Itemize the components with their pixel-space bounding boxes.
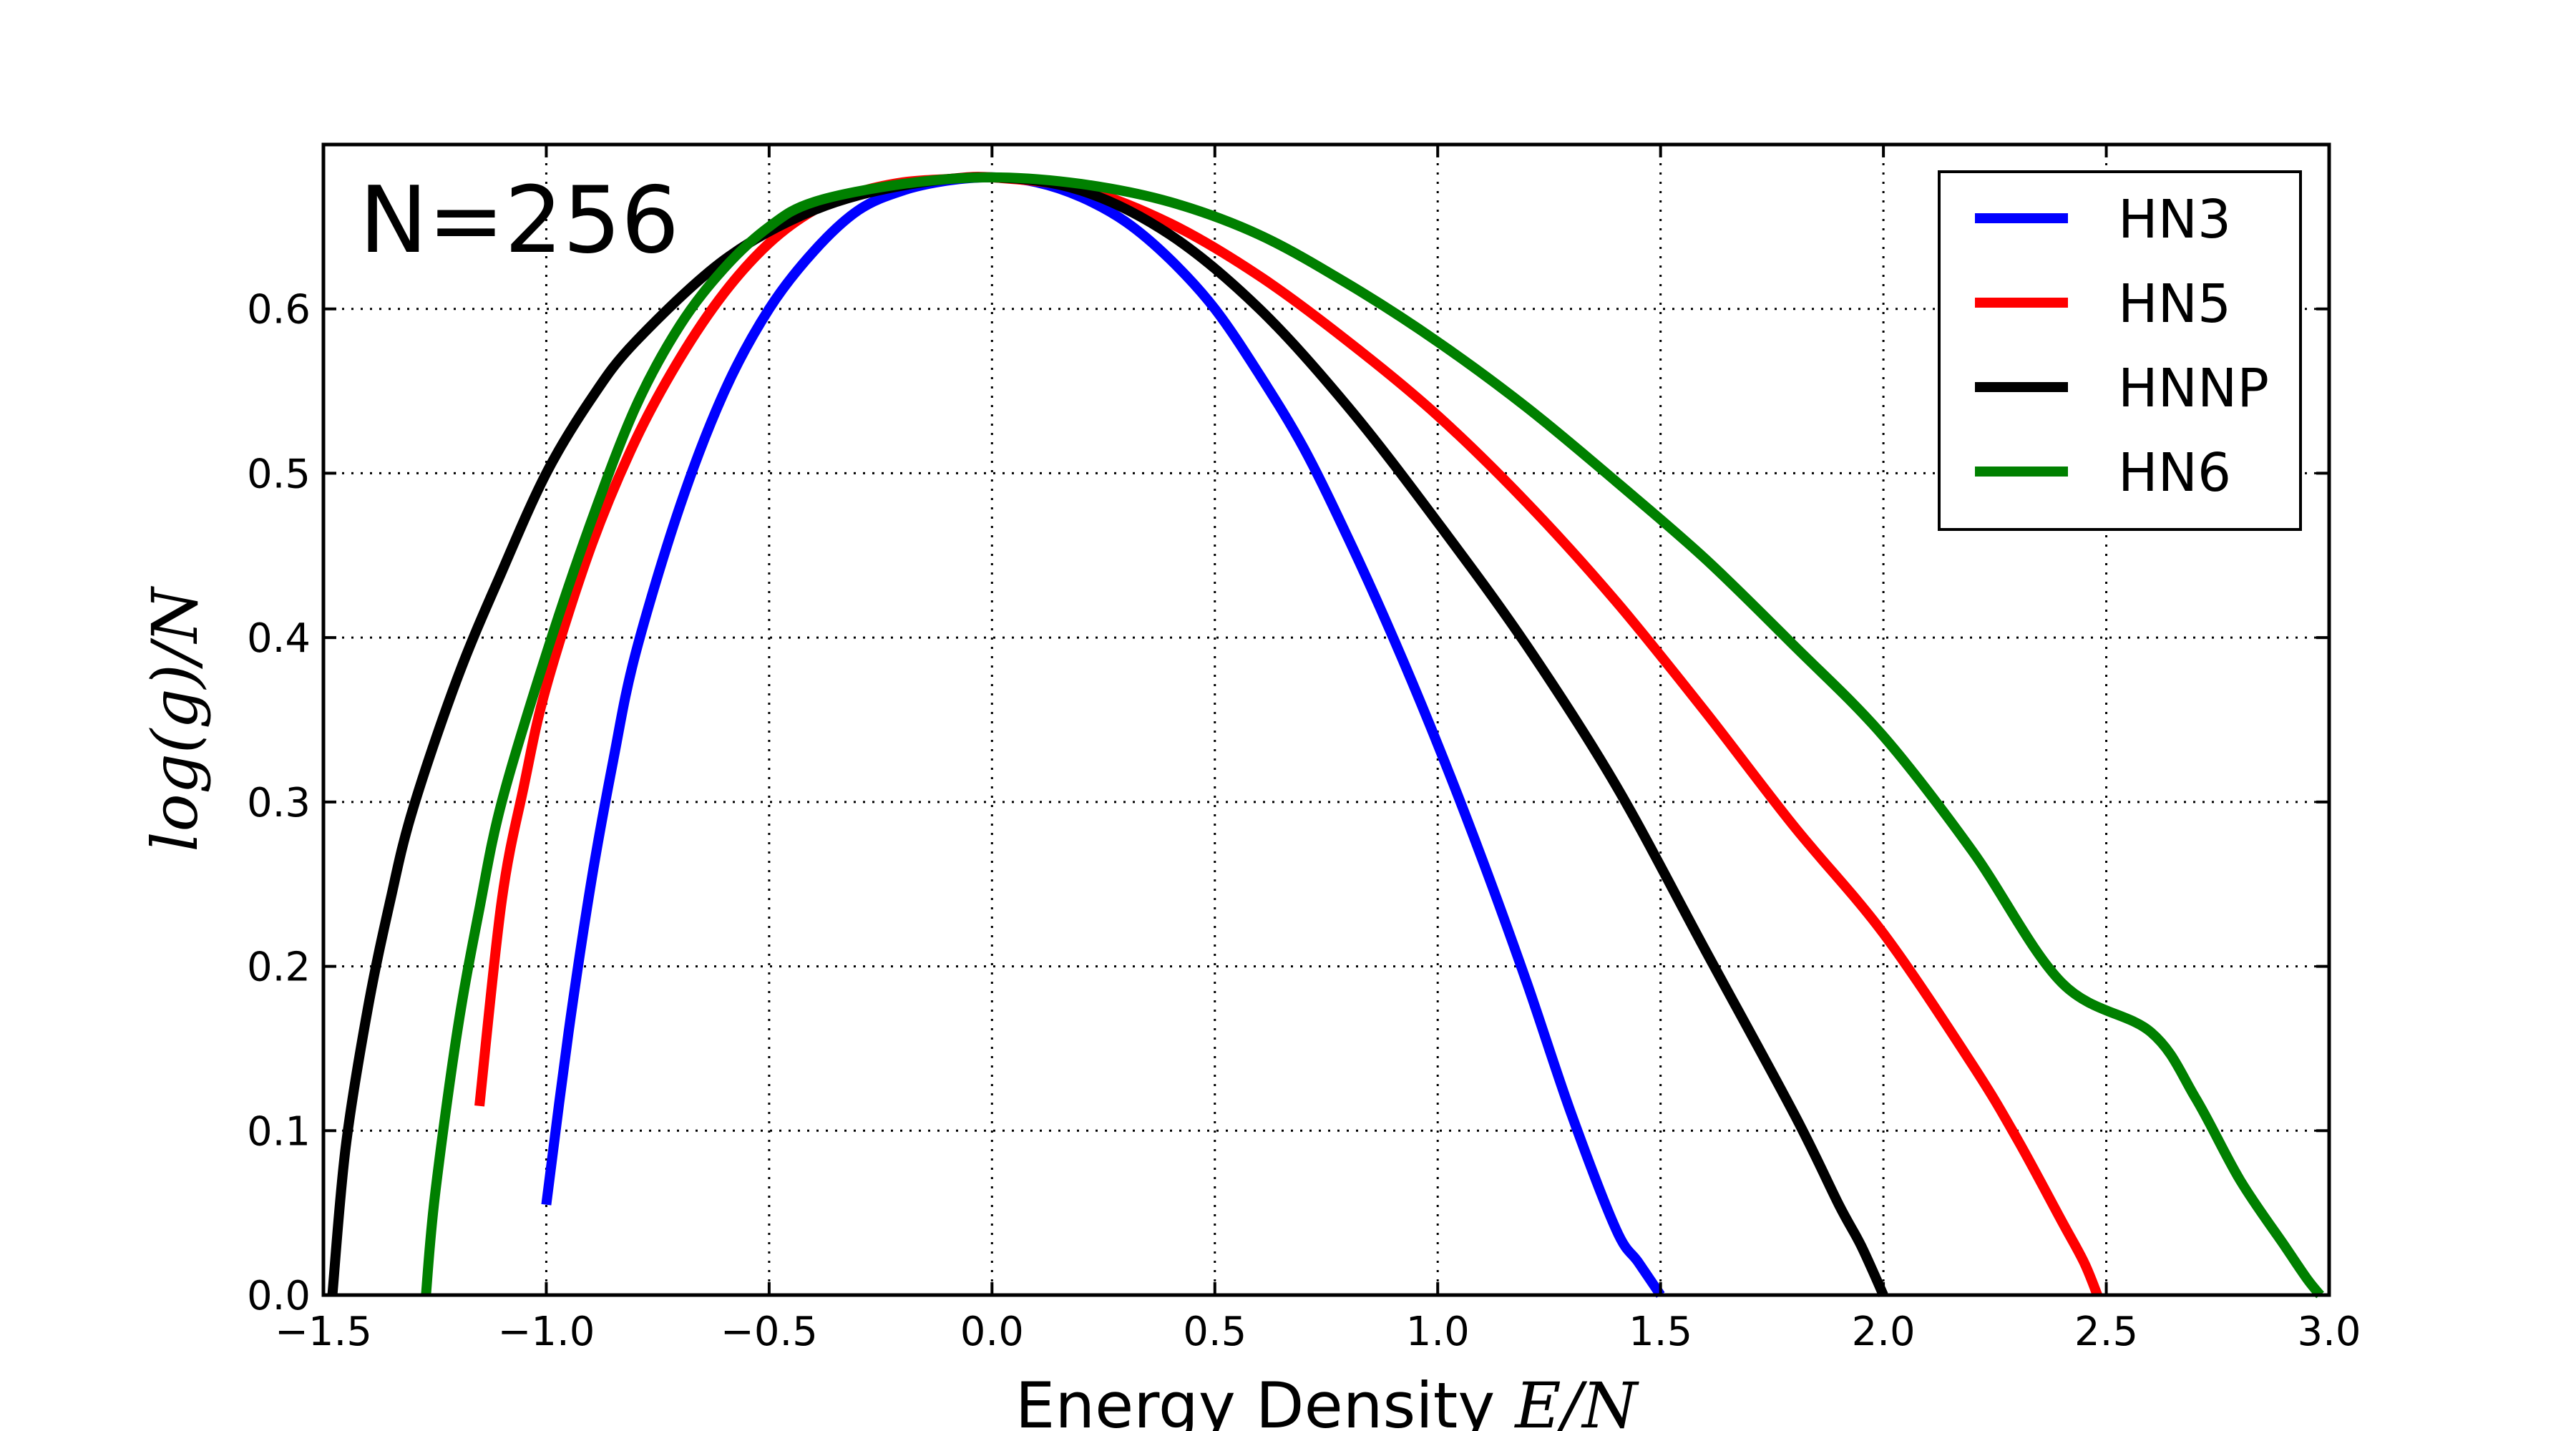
y-axis-label: log(g)/N	[138, 585, 212, 851]
legend-label-hn5: HN5	[2118, 273, 2231, 335]
x-axis-label-space	[1495, 1369, 1515, 1431]
y-tick-label: 0.0	[247, 1273, 311, 1319]
legend-items: HN3 HN5 HNNP HN6	[1975, 189, 2269, 504]
legend-label-hn6: HN6	[2118, 442, 2231, 504]
axis-tick-labels: −1.5 −1.0 −0.5 0.0 0.5 1.0 1.5 2.0 2.5 3.0 0.0 0.1 0…	[247, 287, 2361, 1355]
x-tick-label: −1.5	[275, 1309, 372, 1355]
x-tick-label: 2.5	[2074, 1309, 2138, 1355]
legend-label-hn3: HN3	[2118, 189, 2231, 250]
series-lines	[327, 172, 2324, 1299]
series-line-hn6	[421, 172, 2324, 1299]
series-line-hn5	[474, 172, 2102, 1297]
x-tick-label: 3.0	[2297, 1309, 2361, 1355]
y-tick-label: 0.1	[247, 1108, 311, 1155]
x-tick-label: 1.0	[1406, 1309, 1470, 1355]
x-tick-label: −1.0	[497, 1309, 595, 1355]
series-line-hn3	[541, 172, 1665, 1298]
x-axis-label: Energy Density E/N	[1015, 1369, 1639, 1431]
x-axis-label-text: Energy Density	[1015, 1369, 1496, 1431]
y-tick-label: 0.5	[247, 451, 311, 497]
y-tick-label: 0.6	[247, 287, 311, 333]
y-tick-label: 0.4	[247, 615, 311, 662]
x-axis-label-math: E/N	[1513, 1369, 1639, 1431]
x-tick-label: 1.5	[1629, 1309, 1692, 1355]
x-tick-label: 0.0	[960, 1309, 1024, 1355]
x-tick-label: 0.5	[1183, 1309, 1246, 1355]
y-tick-label: 0.3	[247, 780, 311, 826]
axis-ticks	[322, 145, 2331, 1296]
legend-label-hnnp: HNNP	[2118, 358, 2269, 419]
y-tick-label: 0.2	[247, 944, 311, 991]
x-tick-label: 2.0	[1852, 1309, 1916, 1355]
x-tick-label: −0.5	[721, 1309, 818, 1355]
plot-frame	[321, 142, 2331, 1297]
panel-annotation: N=256	[359, 167, 679, 274]
legend: HN3 HN5 HNNP HN6	[1938, 170, 2302, 531]
